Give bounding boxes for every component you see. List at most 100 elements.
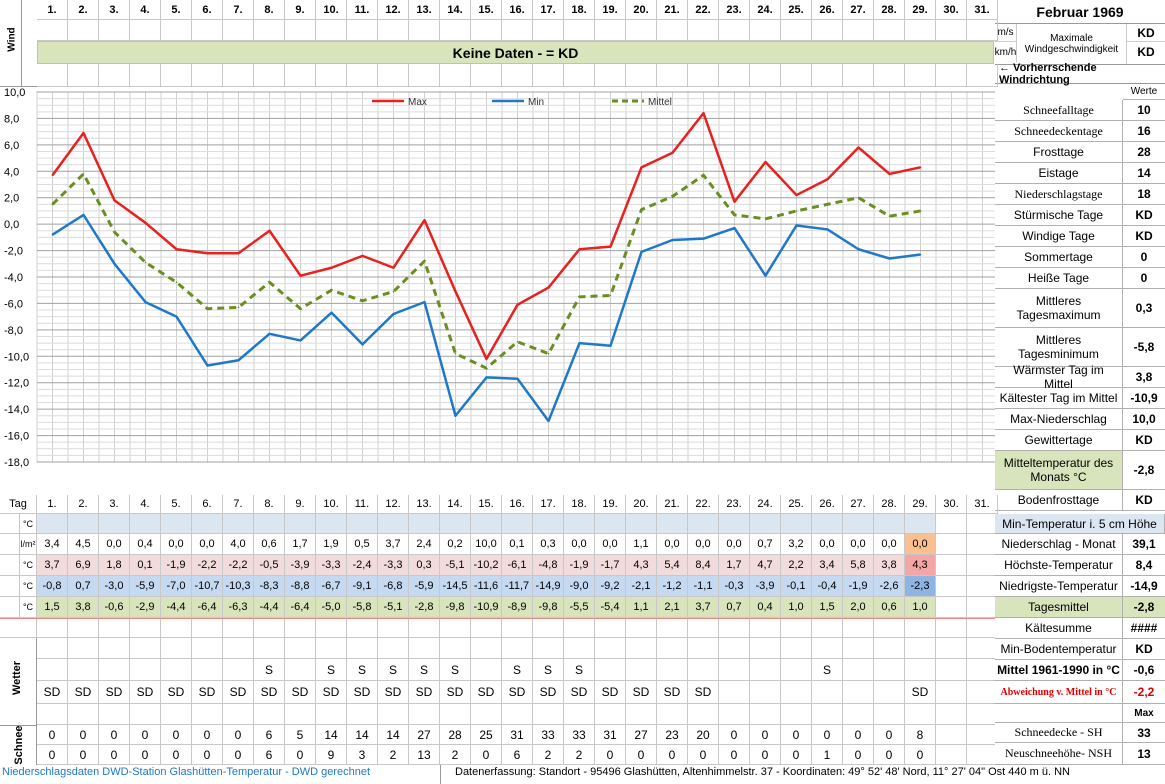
day-header-2: 2. (68, 0, 99, 20)
day-header-bottom: 29. (905, 495, 936, 514)
wetter-cell (440, 704, 471, 725)
row-unit (0, 514, 20, 534)
lower-stat-label: Min-Temperatur i. 5 cm Höhe (995, 514, 1165, 534)
wetter-sd-cell: SD (192, 681, 223, 704)
wetter-cell (471, 704, 502, 725)
wetter-sd-cell: SD (378, 681, 409, 704)
wind-cell (192, 20, 223, 41)
day-header-30: 30. (936, 0, 967, 20)
wetter-s-cell (750, 659, 781, 681)
data-point (82, 214, 85, 216)
niedrigst-cell: -1,2 (657, 576, 688, 597)
wetter-cell (347, 638, 378, 659)
day-header-bottom: 24. (750, 495, 781, 514)
wetter-s-cell: S (409, 659, 440, 681)
day-header-bottom: 21. (657, 495, 688, 514)
row-unit (0, 597, 20, 618)
sh-cell: 27 (409, 725, 440, 745)
min5cm-cell (595, 514, 626, 534)
data-point (82, 173, 85, 175)
day-header-17: 17. (533, 0, 564, 20)
day-header-21: 21. (657, 0, 688, 20)
sh-cell: 8 (905, 725, 936, 745)
wetter-cell (626, 638, 657, 659)
mittel-cell: 0,6 (874, 597, 905, 618)
sh-cell: 23 (657, 725, 688, 745)
data-point (547, 420, 550, 422)
data-point (175, 315, 178, 318)
nsh-cell: 2 (378, 745, 409, 765)
hoechst-cell: -2,2 (223, 555, 254, 576)
y-tick-label: -12,0 (4, 378, 29, 390)
wind-cell (719, 20, 750, 41)
niederschlag-cell: 10,0 (471, 534, 502, 555)
wetter-cell (750, 638, 781, 659)
wetter-s-cell: S (347, 659, 378, 681)
data-point (423, 219, 426, 221)
wetter-cell (161, 638, 192, 659)
data-point (51, 174, 54, 177)
niedrigst-cell: -6,7 (316, 576, 347, 597)
hoechst-cell: 8,4 (688, 555, 719, 576)
y-tick-label: -4,0 (4, 272, 23, 284)
hoechst-cell: -3,9 (285, 555, 316, 576)
sh-cell: 0 (750, 725, 781, 745)
sh-cell: 14 (316, 725, 347, 745)
wetter-sd-cell: SD (409, 681, 440, 704)
empty-cell (657, 618, 688, 638)
hoechst-cell: -0,5 (254, 555, 285, 576)
empty-cell (192, 618, 223, 638)
nsh-cell: 0 (905, 745, 936, 765)
niedrigst-cell: -9,1 (347, 576, 378, 597)
empty-cell (37, 618, 68, 638)
mittel-cell: -5,5 (564, 597, 595, 618)
y-tick-label: 2,0 (4, 193, 19, 205)
wetter-cell (161, 704, 192, 725)
data-point (857, 196, 860, 199)
mittel-cell: -2,9 (130, 597, 161, 618)
empty-cell (285, 618, 316, 638)
wind-direction-cell (130, 64, 161, 87)
sh-cell: 0 (99, 725, 130, 745)
niederschlag-cell: 4,5 (68, 534, 99, 555)
lower-stat-label: Niedrigste-Temperatur (995, 576, 1123, 597)
y-tick-label: -18,0 (4, 457, 29, 469)
sh-cell: 14 (347, 725, 378, 745)
day-header-1: 1. (37, 0, 68, 20)
lower-stat-label: Mittel 1961-1990 in °C (995, 660, 1123, 681)
data-point (516, 303, 519, 306)
sh-cell: 31 (502, 725, 533, 745)
data-point (795, 224, 798, 227)
nsh-cell: 0 (192, 745, 223, 765)
nsh-cell: 9 (316, 745, 347, 765)
day-header-10: 10. (316, 0, 347, 20)
wetter-s-cell: S (533, 659, 564, 681)
day-header-6: 6. (192, 0, 223, 20)
data-point (113, 199, 116, 202)
stat-label: Bodenfrosttage (995, 490, 1123, 511)
day-header-bottom: 4. (130, 495, 161, 514)
mittel-cell: -6,4 (285, 597, 316, 618)
hoechst-cell: 0,1 (130, 555, 161, 576)
footer-divider (440, 765, 441, 784)
niedrigst-cell: -11,7 (502, 576, 533, 597)
niederschlag-cell: 4,0 (223, 534, 254, 555)
empty-cell (533, 618, 564, 638)
lower-stats-panel: Min-Temperatur i. 5 cm Höhe Niederschlag … (995, 514, 1165, 765)
sh-cell (936, 725, 967, 745)
wind-cell (626, 20, 657, 41)
niederschlag-cell: 0,0 (812, 534, 843, 555)
niederschlag-cell: 0,6 (254, 534, 285, 555)
wetter-cell (874, 704, 905, 725)
wetter-cell (750, 704, 781, 725)
empty-cell (595, 618, 626, 638)
niedrigst-cell: -5,9 (409, 576, 440, 597)
y-tick-label: 0,0 (4, 219, 19, 231)
max-wind-label-2: Windgeschwindigkeit (1024, 44, 1119, 55)
niederschlag-cell: 0,0 (595, 534, 626, 555)
hoechst-cell: -3,3 (378, 555, 409, 576)
niederschlag-cell: 0,0 (99, 534, 130, 555)
data-point (578, 342, 581, 344)
mittel-cell: -0,6 (99, 597, 130, 618)
hoechst-cell: -1,9 (161, 555, 192, 576)
